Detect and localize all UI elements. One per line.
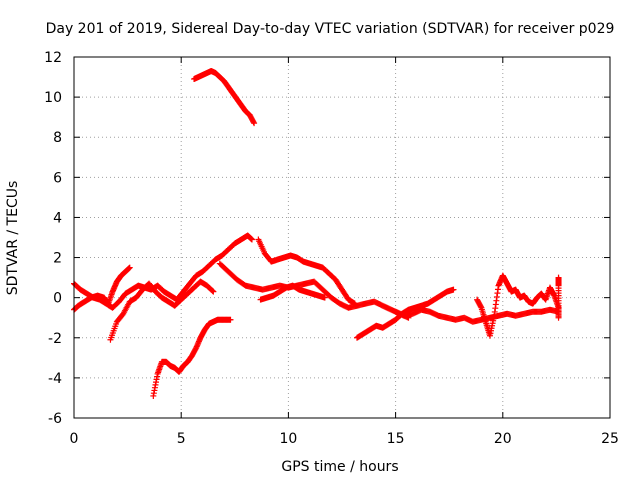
y-tick-label: 10 xyxy=(44,90,62,106)
data-point xyxy=(251,120,258,127)
y-tick-label: 8 xyxy=(53,130,62,146)
series-track-a xyxy=(71,232,255,311)
data-point xyxy=(227,316,234,323)
series-track-e xyxy=(191,68,258,127)
x-axis-label: GPS time / hours xyxy=(281,459,398,475)
chart-title: Day 201 of 2019, Sidereal Day-to-day VTE… xyxy=(46,21,615,37)
plot-frame xyxy=(73,56,611,419)
series-track-h xyxy=(257,282,328,303)
x-tick-label: 20 xyxy=(494,431,512,447)
y-tick-label: -4 xyxy=(48,371,62,387)
x-tick-label: 25 xyxy=(601,431,619,447)
series-track-c xyxy=(107,278,217,343)
y-tick-label: 0 xyxy=(53,291,62,307)
data-point xyxy=(450,286,457,293)
y-tick-label: 2 xyxy=(53,251,62,267)
x-tick-label: 0 xyxy=(70,431,79,447)
series-track-d xyxy=(150,316,234,399)
y-axis-label: SDTVAR / TECUs xyxy=(5,181,21,296)
x-tick-label: 5 xyxy=(177,431,186,447)
grid xyxy=(74,57,610,418)
y-tick-label: -2 xyxy=(48,331,62,347)
y-tick-label: 12 xyxy=(44,50,62,66)
data-point xyxy=(126,264,133,271)
series-track-g xyxy=(255,236,358,307)
x-tick-label: 10 xyxy=(279,431,297,447)
data-point xyxy=(209,287,216,294)
axis-ticks: 0 5 10 15 20 25 -6 -4 -2 0 2 4 6 8 10 12 xyxy=(44,50,619,447)
data-point xyxy=(210,288,217,295)
data-points xyxy=(71,68,562,399)
data-point xyxy=(248,236,255,243)
y-tick-label: 4 xyxy=(53,210,62,226)
y-tick-label: 6 xyxy=(53,170,62,186)
data-point xyxy=(351,300,358,307)
series-track-l xyxy=(555,274,562,321)
series-track-b xyxy=(71,264,133,313)
series-track-k xyxy=(474,272,562,339)
data-point xyxy=(555,314,562,321)
y-tick-label: -6 xyxy=(48,411,62,427)
data-point xyxy=(321,294,328,301)
series-track-f xyxy=(216,260,412,321)
x-tick-label: 15 xyxy=(387,431,405,447)
